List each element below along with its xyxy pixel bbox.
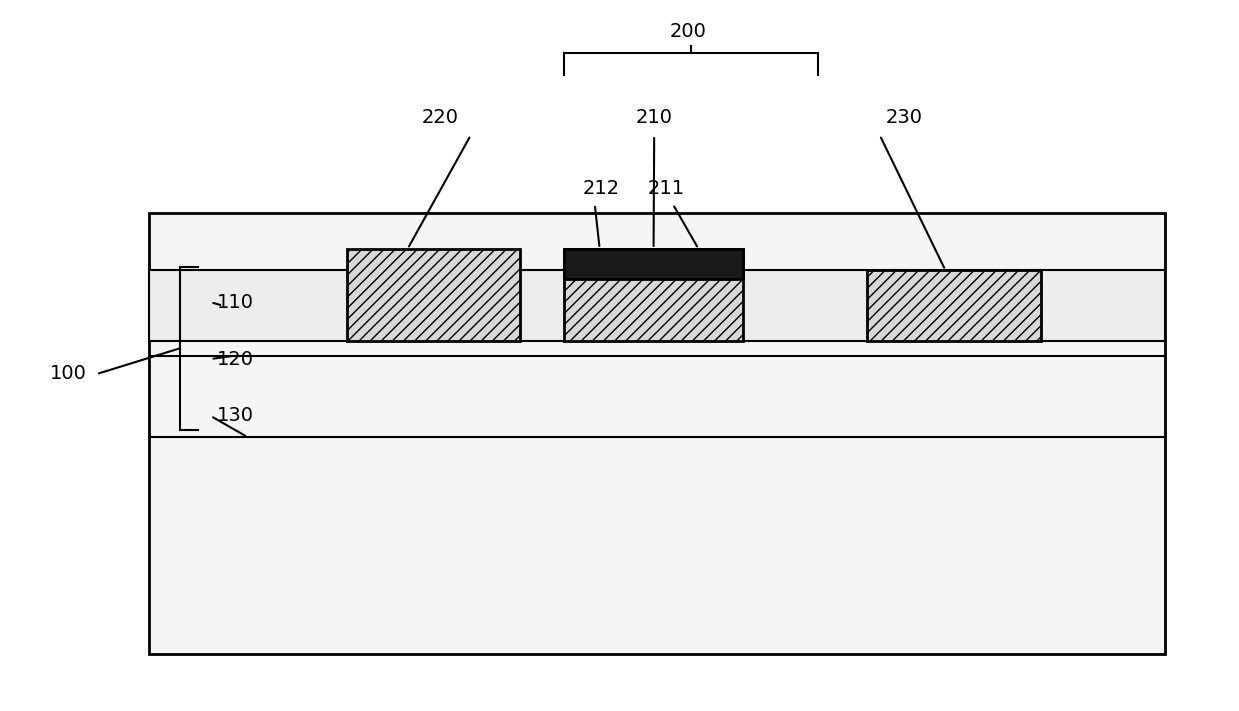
Text: 230: 230 xyxy=(886,108,923,127)
Text: 210: 210 xyxy=(636,108,673,127)
Bar xyxy=(149,270,1165,341)
Text: 130: 130 xyxy=(217,407,254,425)
Text: 100: 100 xyxy=(50,364,87,383)
Bar xyxy=(867,270,1041,341)
Text: 110: 110 xyxy=(217,293,254,311)
Text: 200: 200 xyxy=(669,23,706,41)
Text: 211: 211 xyxy=(648,179,685,198)
Bar xyxy=(564,249,743,279)
Bar xyxy=(347,249,520,341)
Bar xyxy=(564,249,743,341)
Text: 120: 120 xyxy=(217,350,254,368)
Text: 220: 220 xyxy=(421,108,458,127)
Bar xyxy=(149,213,1165,654)
Text: 212: 212 xyxy=(582,179,620,198)
